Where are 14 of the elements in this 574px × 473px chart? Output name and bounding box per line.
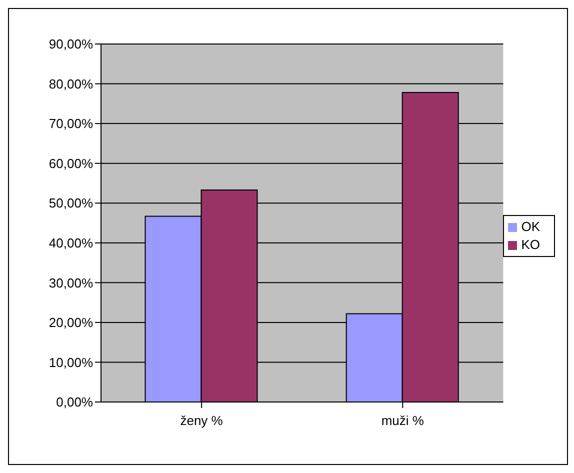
y-tick-label: 80,00% (48, 76, 94, 92)
y-tick-label: 40,00% (48, 236, 94, 251)
y-tick-label: 30,00% (48, 275, 94, 290)
y-tick-label: 60,00% (48, 156, 94, 171)
y-tick-label: 0,00% (56, 394, 94, 410)
legend-label: OK (521, 218, 540, 234)
legend-label: KO (521, 236, 540, 252)
y-tick-label: 20,00% (48, 315, 94, 330)
x-tick-label: ženy % (180, 413, 224, 428)
y-tick-label: 10,00% (48, 354, 94, 370)
x-tick-label: muži % (381, 413, 424, 428)
y-tick-label: 90,00% (48, 36, 94, 52)
y-tick-label: 50,00% (48, 196, 94, 211)
y-tick-label: 70,00% (48, 116, 94, 132)
